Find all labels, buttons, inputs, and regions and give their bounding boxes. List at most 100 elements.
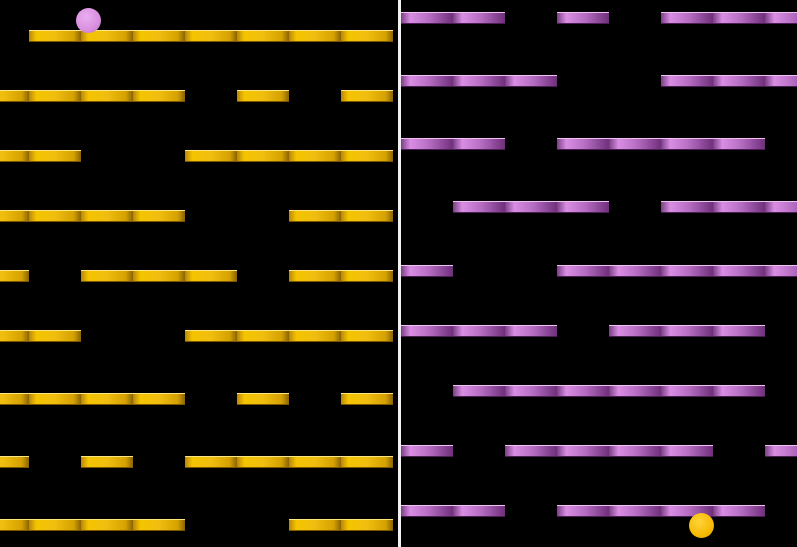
gold-platform-r8-c7 — [289, 456, 341, 468]
gold-platform-r6-c8 — [341, 330, 393, 342]
gold-platform-r4-c7 — [289, 210, 341, 222]
gold-platform-r1-c7 — [289, 30, 341, 42]
gold-platform-r3-c5 — [185, 150, 237, 162]
gold-platform-r7-c2 — [29, 393, 81, 405]
purple-platform-r4-c2 — [453, 201, 505, 213]
gold-platform-r3-c6 — [237, 150, 289, 162]
gold-platform-r6-c1 — [0, 330, 29, 342]
purple-platform-r6-c6 — [661, 325, 713, 337]
gold-platform-r8-c6 — [237, 456, 289, 468]
purple-platform-r3-c7 — [713, 138, 765, 150]
gold-platform-r1-c2 — [29, 30, 81, 42]
gold-platform-r9-c3 — [81, 519, 133, 531]
gold-platform-r2-c4 — [133, 90, 185, 102]
purple-platform-r5-c1 — [401, 265, 453, 277]
gold-platform-r5-c8 — [341, 270, 393, 282]
purple-platform-r7-c6 — [661, 385, 713, 397]
pink-ball[interactable] — [76, 8, 101, 33]
gold-platform-r4-c3 — [81, 210, 133, 222]
purple-platform-r1-c2 — [453, 12, 505, 24]
gold-platform-r2-c2 — [29, 90, 81, 102]
purple-platform-r2-c1 — [401, 75, 453, 87]
gold-platform-r1-c3 — [81, 30, 133, 42]
purple-platform-r2-c6 — [661, 75, 713, 87]
purple-platform-r9-c2 — [453, 505, 505, 517]
gold-platform-r5-c7 — [289, 270, 341, 282]
gold-platform-r9-c1 — [0, 519, 29, 531]
purple-platform-r4-c4 — [557, 201, 609, 213]
gold-platform-r9-c4 — [133, 519, 185, 531]
purple-platform-r9-c4 — [557, 505, 609, 517]
purple-platform-r6-c2 — [453, 325, 505, 337]
gold-platform-r8-c1 — [0, 456, 29, 468]
purple-platform-r9-c7 — [713, 505, 765, 517]
gold-platform-r1-c8 — [341, 30, 393, 42]
purple-platform-r1-c1 — [401, 12, 453, 24]
gold-platform-r6-c5 — [185, 330, 237, 342]
purple-platform-r8-c4 — [557, 445, 609, 457]
gold-platform-r2-c1 — [0, 90, 29, 102]
gold-platform-r7-c4 — [133, 393, 185, 405]
purple-platform-r8-c5 — [609, 445, 661, 457]
purple-platform-r3-c1 — [401, 138, 453, 150]
purple-platform-r4-c8 — [765, 201, 797, 213]
purple-platform-r1-c7 — [713, 12, 765, 24]
gold-platform-r3-c2 — [29, 150, 81, 162]
purple-platform-r8-c8 — [765, 445, 797, 457]
gold-platform-r5-c1 — [0, 270, 29, 282]
gold-platform-r7-c6 — [237, 393, 289, 405]
purple-platform-r5-c4 — [557, 265, 609, 277]
gold-platform-r5-c3 — [81, 270, 133, 282]
gold-platform-r1-c4 — [133, 30, 185, 42]
gold-platform-r5-c5 — [185, 270, 237, 282]
gold-platform-r8-c3 — [81, 456, 133, 468]
gold-platform-r9-c2 — [29, 519, 81, 531]
purple-platform-r1-c4 — [557, 12, 609, 24]
purple-platform-r6-c3 — [505, 325, 557, 337]
purple-platform-r4-c7 — [713, 201, 765, 213]
gold-platform-r6-c2 — [29, 330, 81, 342]
purple-platform-r2-c7 — [713, 75, 765, 87]
gold-platform-r8-c8 — [341, 456, 393, 468]
purple-platform-r3-c4 — [557, 138, 609, 150]
gold-platform-r8-c5 — [185, 456, 237, 468]
purple-platform-r3-c6 — [661, 138, 713, 150]
purple-platform-r5-c5 — [609, 265, 661, 277]
gold-platform-r2-c6 — [237, 90, 289, 102]
gold-platform-r7-c3 — [81, 393, 133, 405]
gold-ball[interactable] — [689, 513, 714, 538]
purple-platform-r3-c5 — [609, 138, 661, 150]
purple-platform-r4-c6 — [661, 201, 713, 213]
purple-platform-r7-c5 — [609, 385, 661, 397]
gold-platform-r3-c7 — [289, 150, 341, 162]
purple-platform-r4-c3 — [505, 201, 557, 213]
purple-platform-r1-c8 — [765, 12, 797, 24]
gold-platform-r4-c4 — [133, 210, 185, 222]
purple-platform-r5-c7 — [713, 265, 765, 277]
purple-platform-r9-c1 — [401, 505, 453, 517]
left-play-field — [0, 0, 398, 547]
gold-platform-r6-c6 — [237, 330, 289, 342]
gold-platform-r9-c7 — [289, 519, 341, 531]
purple-platform-r3-c2 — [453, 138, 505, 150]
purple-platform-r2-c2 — [453, 75, 505, 87]
purple-platform-r2-c3 — [505, 75, 557, 87]
gold-platform-r4-c2 — [29, 210, 81, 222]
center-divider — [398, 0, 401, 547]
gold-platform-r9-c8 — [341, 519, 393, 531]
purple-platform-r6-c5 — [609, 325, 661, 337]
purple-platform-r2-c8 — [765, 75, 797, 87]
purple-platform-r7-c2 — [453, 385, 505, 397]
gold-platform-r7-c8 — [341, 393, 393, 405]
purple-platform-r5-c6 — [661, 265, 713, 277]
purple-platform-r1-c6 — [661, 12, 713, 24]
purple-platform-r7-c4 — [557, 385, 609, 397]
gold-platform-r2-c3 — [81, 90, 133, 102]
purple-platform-r5-c8 — [765, 265, 797, 277]
gold-platform-r3-c1 — [0, 150, 29, 162]
purple-platform-r6-c7 — [713, 325, 765, 337]
right-play-field — [401, 0, 797, 547]
purple-platform-r7-c3 — [505, 385, 557, 397]
gold-platform-r6-c7 — [289, 330, 341, 342]
gold-platform-r1-c5 — [185, 30, 237, 42]
